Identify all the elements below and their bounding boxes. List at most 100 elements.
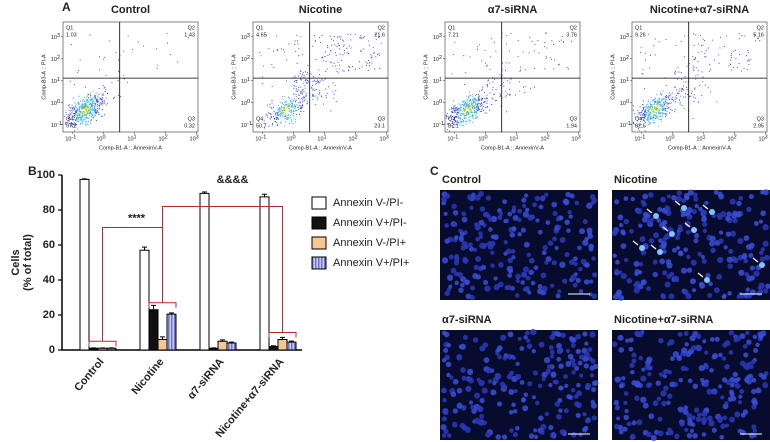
error-bar bbox=[262, 193, 267, 197]
nucleus bbox=[749, 364, 754, 369]
x-tick-exp: 2 bbox=[165, 134, 168, 140]
event-dot bbox=[93, 108, 95, 110]
event-dot bbox=[654, 114, 656, 116]
nucleus bbox=[586, 202, 593, 209]
event-dot bbox=[285, 104, 287, 106]
nucleus bbox=[741, 253, 748, 260]
event-dot bbox=[63, 116, 65, 118]
event-dot bbox=[263, 65, 265, 67]
event-dot bbox=[294, 40, 296, 42]
event-dot bbox=[534, 86, 536, 88]
event-dot bbox=[446, 113, 448, 115]
nucleus bbox=[472, 337, 479, 343]
event-dot bbox=[658, 112, 660, 114]
event-dot bbox=[466, 98, 468, 100]
event-dot bbox=[330, 38, 333, 40]
event-dot bbox=[456, 121, 458, 123]
event-dot bbox=[468, 119, 470, 121]
event-dot bbox=[480, 104, 483, 106]
event-dot bbox=[662, 109, 664, 111]
event-dot bbox=[303, 74, 305, 77]
event-dot bbox=[306, 74, 308, 76]
event-dot bbox=[74, 124, 76, 126]
bright-nucleus bbox=[657, 249, 663, 255]
event-dot bbox=[325, 70, 327, 73]
event-dot bbox=[77, 128, 79, 130]
event-dot bbox=[85, 107, 87, 109]
nucleus bbox=[572, 282, 578, 288]
event-dot bbox=[342, 70, 344, 72]
event-dot bbox=[300, 78, 302, 80]
nucleus bbox=[557, 397, 563, 403]
nucleus bbox=[618, 347, 625, 353]
event-dot bbox=[475, 103, 477, 105]
x-tick-exp: 2 bbox=[734, 134, 737, 140]
event-dot bbox=[73, 121, 75, 123]
event-dot bbox=[74, 113, 76, 115]
nucleus bbox=[718, 230, 724, 235]
nucleus bbox=[590, 402, 598, 409]
event-dot bbox=[486, 64, 488, 66]
event-dot bbox=[321, 35, 323, 37]
event-dot bbox=[368, 40, 370, 42]
event-dot bbox=[378, 55, 380, 57]
nucleus bbox=[701, 255, 706, 260]
event-dot bbox=[97, 100, 99, 103]
event-dot bbox=[660, 113, 662, 115]
event-dot bbox=[298, 89, 300, 91]
event-dot bbox=[260, 55, 262, 57]
event-dot bbox=[649, 111, 651, 113]
nucleus bbox=[564, 252, 570, 258]
event-dot bbox=[462, 120, 464, 122]
nucleus bbox=[742, 343, 748, 349]
event-dot bbox=[641, 113, 643, 115]
event-dot bbox=[660, 115, 662, 117]
nucleus bbox=[717, 256, 724, 264]
event-dot bbox=[279, 114, 281, 116]
event-dot bbox=[92, 97, 94, 100]
nucleus bbox=[552, 210, 558, 216]
event-dot bbox=[84, 86, 86, 88]
event-dot bbox=[484, 49, 486, 51]
event-dot bbox=[70, 108, 72, 110]
event-dot bbox=[663, 103, 665, 105]
nucleus bbox=[552, 379, 557, 384]
event-dot bbox=[303, 100, 305, 102]
y-tick-exp: 2 bbox=[626, 55, 629, 61]
event-dot bbox=[468, 91, 471, 93]
event-dot bbox=[92, 105, 94, 107]
event-dot bbox=[84, 120, 86, 122]
event-dot bbox=[538, 52, 540, 54]
event-dot bbox=[288, 105, 290, 107]
nucleus bbox=[501, 434, 508, 440]
event-dot bbox=[70, 110, 72, 112]
event-dot bbox=[466, 110, 469, 113]
event-dot bbox=[283, 108, 285, 110]
event-dot bbox=[284, 96, 286, 98]
event-dot bbox=[343, 50, 345, 52]
nucleus bbox=[441, 416, 447, 422]
nucleus bbox=[647, 371, 652, 377]
event-dot bbox=[463, 83, 466, 85]
error-bar bbox=[280, 336, 285, 340]
event-dot bbox=[101, 108, 104, 111]
event-dot bbox=[300, 108, 302, 110]
event-dot bbox=[642, 119, 645, 121]
error-bar bbox=[151, 304, 156, 310]
event-dot bbox=[296, 104, 298, 106]
event-dot bbox=[288, 96, 290, 98]
nucleus bbox=[755, 387, 762, 394]
event-dot bbox=[654, 98, 656, 100]
event-dot bbox=[460, 117, 462, 119]
event-dot bbox=[664, 104, 666, 106]
event-dot bbox=[701, 71, 703, 73]
event-dot bbox=[368, 65, 370, 67]
event-dot bbox=[460, 115, 462, 117]
event-dot bbox=[657, 99, 659, 102]
arrow bbox=[674, 200, 681, 206]
event-dot bbox=[303, 82, 305, 84]
event-dot bbox=[98, 107, 100, 109]
nucleus bbox=[503, 240, 508, 245]
nucleus bbox=[551, 260, 557, 266]
event-dot bbox=[300, 110, 302, 112]
